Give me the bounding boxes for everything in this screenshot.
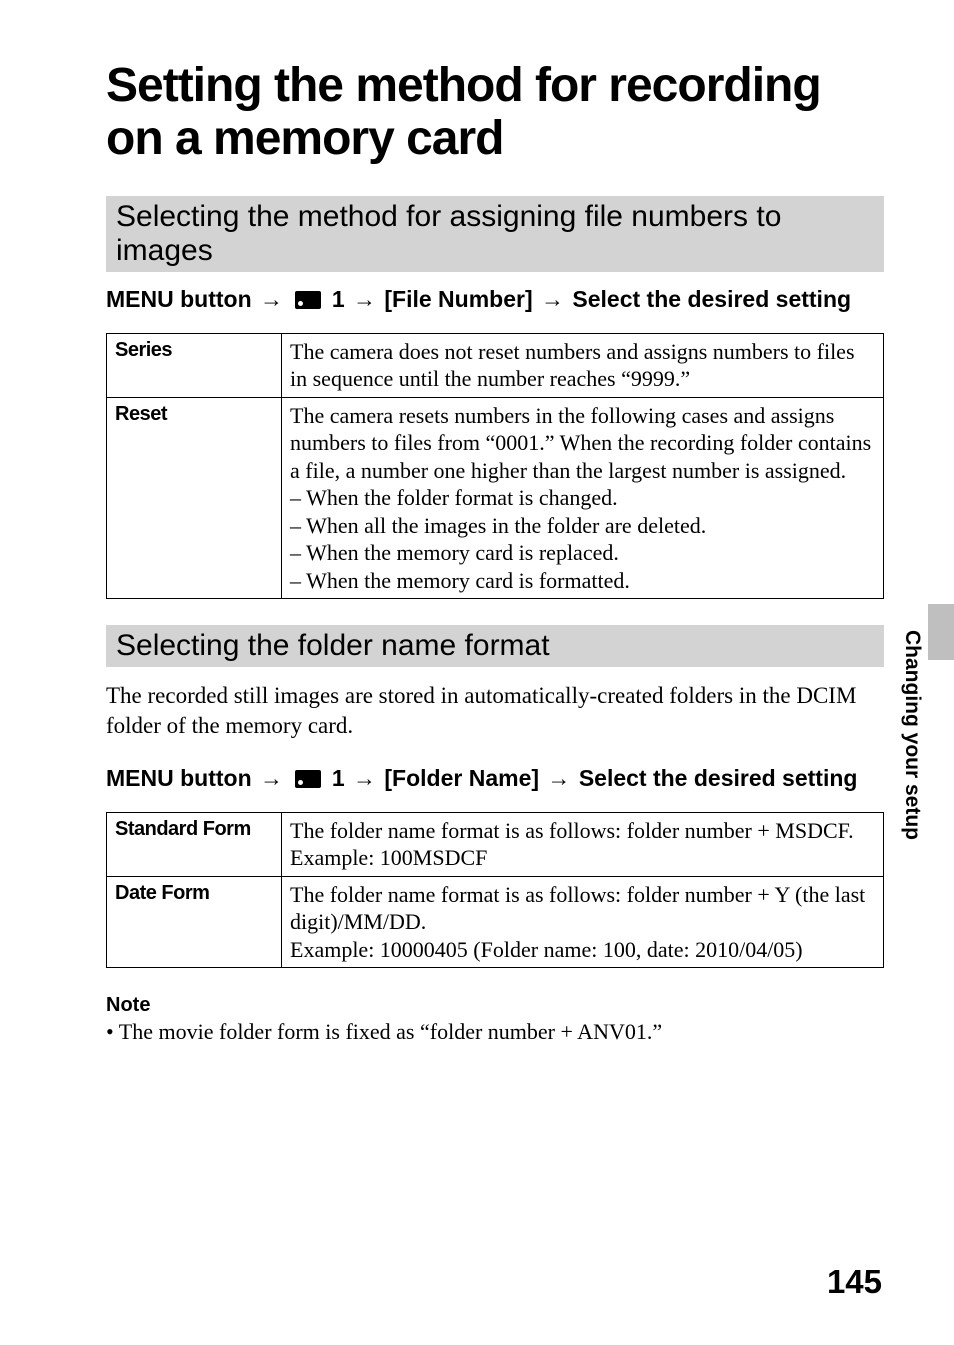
arrow-icon: → (545, 763, 572, 794)
page-container: Setting the method for recording on a me… (0, 0, 954, 1345)
table-file-number: Series The camera does not reset numbers… (106, 333, 884, 600)
page-title: Setting the method for recording on a me… (106, 60, 884, 166)
menu-item: [Folder Name] (384, 765, 539, 791)
arrow-icon: → (258, 284, 285, 315)
menu-suffix: Select the desired setting (579, 765, 858, 791)
table-key: Reset (107, 397, 282, 599)
side-section-label: Changing your setup (900, 630, 924, 840)
section-heading-folder-name: Selecting the folder name format (106, 625, 884, 667)
table-val: The folder name format is as follows: fo… (282, 812, 884, 876)
memory-card-icon (295, 291, 321, 309)
menu-item: [File Number] (384, 286, 532, 312)
section-heading-file-number: Selecting the method for assigning file … (106, 196, 884, 272)
table-key: Series (107, 333, 282, 397)
table-val: The folder name format is as follows: fo… (282, 876, 884, 968)
memory-card-icon (295, 770, 321, 788)
arrow-icon: → (539, 284, 566, 315)
menu-prefix: MENU button (106, 286, 252, 312)
arrow-icon: → (351, 763, 378, 794)
table-row: Date Form The folder name format is as f… (107, 876, 884, 968)
menu-suffix: Select the desired setting (572, 286, 851, 312)
table-row: Reset The camera resets numbers in the f… (107, 397, 884, 599)
menu-path-file-number: MENU button → 1 → [File Number] → Select… (106, 284, 884, 315)
arrow-icon: → (258, 763, 285, 794)
table-row: Series The camera does not reset numbers… (107, 333, 884, 397)
side-tab-marker (928, 604, 954, 660)
table-folder-name: Standard Form The folder name format is … (106, 812, 884, 969)
note-heading: Note (106, 994, 884, 1017)
menu-number: 1 (332, 765, 345, 791)
table-key: Date Form (107, 876, 282, 968)
menu-prefix: MENU button (106, 765, 252, 791)
section-intro-text: The recorded still images are stored in … (106, 681, 884, 741)
table-key: Standard Form (107, 812, 282, 876)
table-row: Standard Form The folder name format is … (107, 812, 884, 876)
page-number: 145 (827, 1263, 882, 1301)
menu-number: 1 (332, 286, 345, 312)
table-val: The camera resets numbers in the followi… (282, 397, 884, 599)
menu-path-folder-name: MENU button → 1 → [Folder Name] → Select… (106, 763, 884, 794)
arrow-icon: → (351, 284, 378, 315)
table-val: The camera does not reset numbers and as… (282, 333, 884, 397)
note-text: • The movie folder form is fixed as “fol… (106, 1019, 884, 1045)
